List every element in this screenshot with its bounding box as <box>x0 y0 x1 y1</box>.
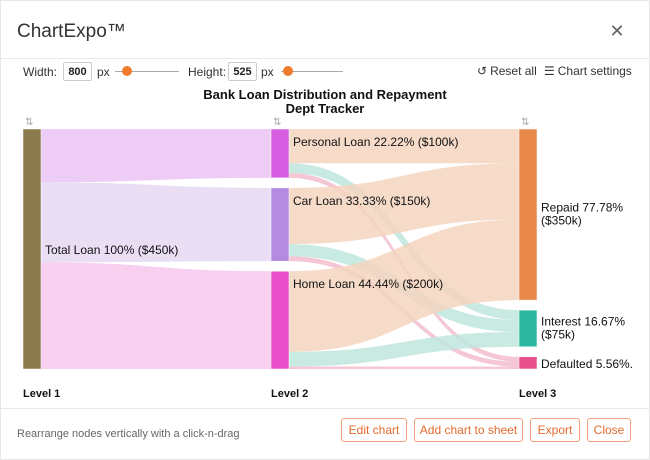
sankey-link-home-interest[interactable] <box>289 332 519 367</box>
node-label-repaid-line-2: ($350k) <box>541 214 582 228</box>
sankey-link-total-car[interactable] <box>41 182 271 263</box>
node-label-car: Car Loan 33.33% ($150k) <box>293 194 430 208</box>
node-label-defaulted: Defaulted 5.56%. <box>541 357 633 371</box>
height-input[interactable] <box>228 62 257 81</box>
nodes-layer <box>22 128 538 370</box>
add-chart-to-sheet-button[interactable]: Add chart to sheet <box>414 418 523 442</box>
sankey-link-total-personal[interactable] <box>41 129 271 183</box>
edit-chart-button[interactable]: Edit chart <box>341 418 407 442</box>
sankey-link-home-defaulted[interactable] <box>289 366 519 369</box>
toolbar: Width: px Height: px ↺Reset all ☰Chart s… <box>1 59 649 85</box>
sort-arrows-icon[interactable]: ⇅ <box>521 117 529 128</box>
chart-title-line-2: Dept Tracker <box>286 101 365 116</box>
sankey-link-home-repaid[interactable] <box>289 219 519 352</box>
reset-all-label: Reset all <box>490 64 537 78</box>
chart-settings-label: Chart settings <box>557 64 632 78</box>
height-unit: px <box>261 65 274 79</box>
labels-layer: Total Loan 100% ($450k) Personal Loan 22.… <box>23 117 633 400</box>
node-label-interest-line-2: ($75k) <box>541 327 575 341</box>
chart-title-line-1: Bank Loan Distribution and Repayment <box>203 87 447 102</box>
width-label: Width: <box>23 65 58 79</box>
sankey-chart: Bank Loan Distribution and Repayment Dep… <box>22 87 633 400</box>
export-button[interactable]: Export <box>530 418 580 442</box>
sankey-link-car-repaid[interactable] <box>289 163 519 245</box>
height-label: Height: <box>188 65 227 79</box>
sankey-node-total[interactable] <box>22 128 42 370</box>
level-label-2: Level 2 <box>271 388 308 400</box>
width-slider-thumb[interactable] <box>122 66 132 76</box>
node-label-personal: Personal Loan 22.22% ($100k) <box>293 135 458 149</box>
height-slider-track[interactable] <box>281 71 343 72</box>
sankey-node-home[interactable] <box>270 270 290 370</box>
width-unit: px <box>97 65 110 79</box>
node-label-interest-line-1: Interest 16.67% <box>541 314 625 328</box>
close-icon[interactable]: ✕ <box>609 21 625 41</box>
sankey-link-total-home[interactable] <box>41 262 271 369</box>
sort-arrows-icon[interactable]: ⇅ <box>273 117 281 128</box>
sliders-icon: ☰ <box>544 64 555 78</box>
sankey-link-personal-repaid[interactable] <box>289 129 519 164</box>
app-title: ChartExpo™ <box>17 21 126 42</box>
level-label-1: Level 1 <box>23 388 60 400</box>
reset-all-button[interactable]: ↺ Reset all <box>477 64 537 78</box>
close-button[interactable]: Close <box>587 418 631 442</box>
dialog-header: ChartExpo™ ✕ <box>1 1 649 59</box>
node-label-total: Total Loan 100% ($450k) <box>45 243 178 257</box>
level-label-3: Level 3 <box>519 388 556 400</box>
sort-arrows-icon[interactable]: ⇅ <box>25 117 33 128</box>
height-slider-thumb[interactable] <box>283 66 293 76</box>
links-layer <box>41 129 519 369</box>
sankey-node-personal[interactable] <box>270 128 290 179</box>
reset-icon: ↺ <box>477 64 488 78</box>
width-input[interactable] <box>63 62 92 81</box>
sankey-node-car[interactable] <box>270 187 290 262</box>
node-label-home: Home Loan 44.44% ($200k) <box>293 277 443 291</box>
dialog-footer: Rearrange nodes vertically with a click-… <box>1 408 649 460</box>
sankey-node-defaulted[interactable] <box>518 356 538 370</box>
sankey-node-interest[interactable] <box>518 309 538 348</box>
sankey-node-repaid[interactable] <box>518 128 538 301</box>
chart-settings-button[interactable]: ☰ Chart settings <box>544 64 632 78</box>
node-label-repaid-line-1: Repaid 77.78% <box>541 201 623 215</box>
sankey-link-personal-interest[interactable] <box>289 163 519 320</box>
width-slider-track[interactable] <box>115 71 179 72</box>
chart-area: Bank Loan Distribution and Repayment Dep… <box>1 85 649 405</box>
drag-hint: Rearrange nodes vertically with a click-… <box>17 428 240 440</box>
